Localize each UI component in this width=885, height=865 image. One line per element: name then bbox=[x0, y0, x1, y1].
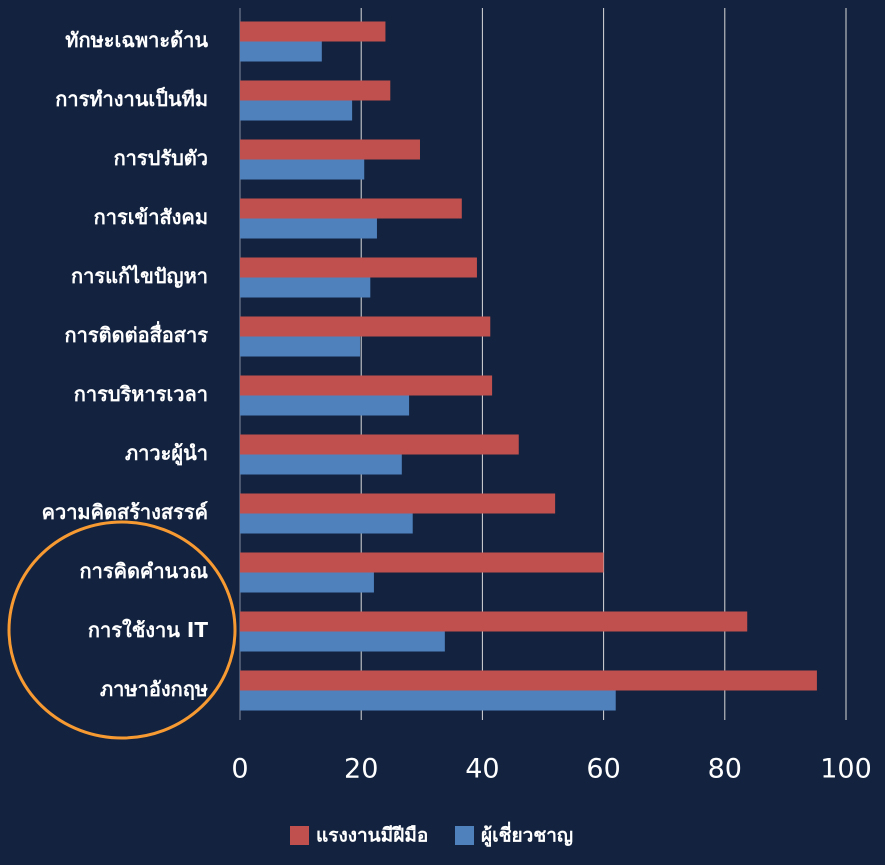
bar bbox=[240, 198, 462, 219]
highlight-circle bbox=[7, 520, 237, 740]
legend-swatch bbox=[455, 826, 474, 845]
y-tick-label: ทักษะเฉพาะด้าน bbox=[65, 28, 208, 52]
bar bbox=[240, 395, 410, 416]
legend-label: แรงงานมีฝีมือ bbox=[316, 825, 428, 847]
bar bbox=[240, 277, 371, 298]
legend-swatch bbox=[290, 826, 309, 845]
y-tick-label: การติดต่อสื่อสาร bbox=[65, 320, 209, 347]
bar bbox=[240, 631, 445, 652]
bar bbox=[240, 611, 748, 632]
x-tick-label: 80 bbox=[708, 754, 742, 785]
y-tick-label: การแก้ไขปัญหา bbox=[71, 264, 208, 288]
y-tick-label: ความคิดสร้างสรรค์ bbox=[42, 500, 208, 524]
bar bbox=[240, 316, 491, 337]
bar bbox=[240, 454, 402, 475]
x-tick-label: 0 bbox=[231, 754, 248, 785]
bar bbox=[240, 80, 391, 101]
bar bbox=[240, 552, 604, 573]
bar bbox=[240, 513, 413, 534]
x-tick-label: 20 bbox=[344, 754, 378, 785]
y-tick-label: การเข้าสังคม bbox=[94, 205, 208, 229]
y-tick-label: การทำงานเป็นทีม bbox=[55, 86, 208, 111]
x-tick-label: 100 bbox=[820, 754, 872, 785]
legend-label: ผู้เชี่ยวชาญ bbox=[481, 822, 573, 848]
bar bbox=[240, 336, 360, 357]
bar bbox=[240, 21, 386, 42]
bar bbox=[240, 218, 377, 239]
bar bbox=[240, 257, 477, 278]
x-tick-label: 60 bbox=[586, 754, 620, 785]
y-tick-label: การบริหารเวลา bbox=[74, 382, 208, 406]
bar bbox=[240, 100, 353, 121]
y-tick-label: การปรับตัว bbox=[114, 146, 208, 170]
bar bbox=[240, 690, 616, 711]
bar bbox=[240, 493, 556, 514]
bar bbox=[240, 159, 365, 180]
bar bbox=[240, 572, 374, 593]
bar bbox=[240, 434, 519, 455]
bar bbox=[240, 139, 420, 160]
bar bbox=[240, 41, 322, 62]
bar bbox=[240, 375, 493, 396]
y-tick-label: ภาวะผู้นำ bbox=[125, 441, 208, 467]
y-tick-label: ภาษาอังกฤษ bbox=[100, 677, 208, 701]
y-tick-label: การใช้งาน IT bbox=[88, 618, 208, 642]
bar bbox=[240, 670, 817, 691]
x-tick-label: 40 bbox=[465, 754, 499, 785]
y-tick-label: การคิดคำนวณ bbox=[79, 559, 208, 583]
